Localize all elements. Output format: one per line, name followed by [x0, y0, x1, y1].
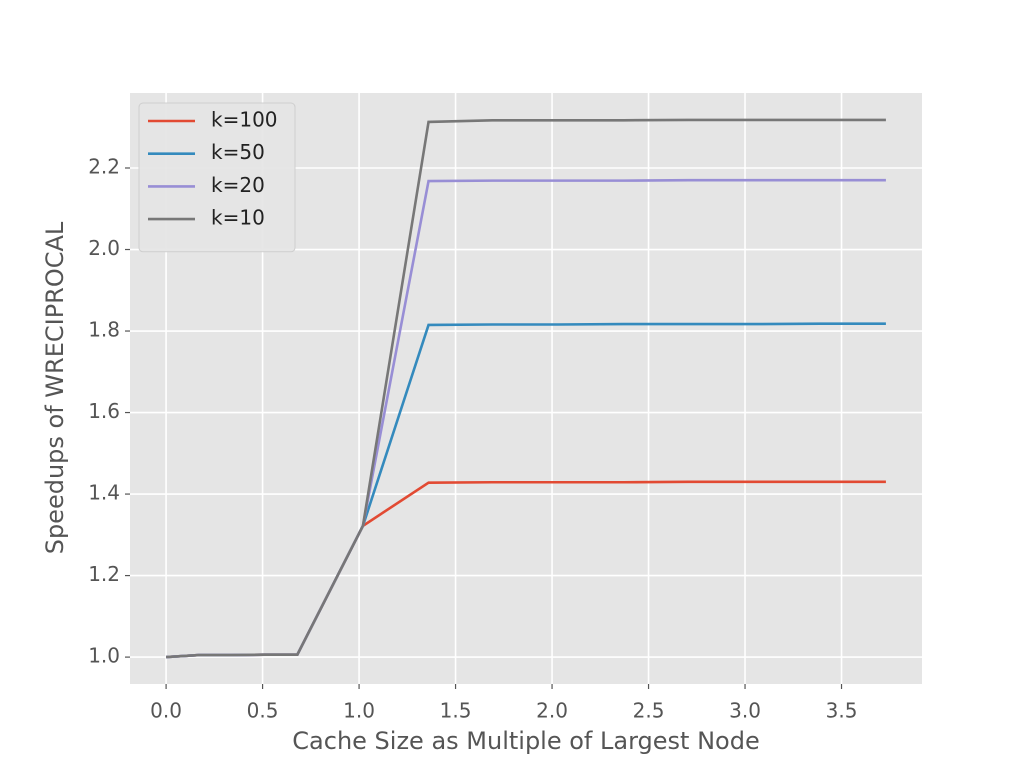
lines	[166, 118, 886, 659]
legend-label: k=10	[211, 206, 265, 230]
x-tick-label: 3.0	[729, 699, 761, 723]
y-tick-label: 1.0	[88, 644, 120, 668]
x-tick-label: 1.5	[440, 699, 472, 723]
x-tick-label: 2.5	[633, 699, 665, 723]
y-tick-label: 1.4	[88, 481, 120, 505]
legend-label: k=100	[211, 108, 278, 132]
legend-box	[138, 102, 296, 253]
y-tick-label: 1.2	[88, 562, 120, 586]
y-tick-label: 2.2	[88, 154, 120, 178]
x-axis-label: Cache Size as Multiple of Largest Node	[292, 727, 759, 755]
x-tick-label: 0.0	[150, 699, 182, 723]
grid	[130, 93, 922, 684]
x-tick-label: 3.5	[826, 699, 858, 723]
line-series	[166, 118, 886, 659]
legend: k=100 k=50 k=20 k=10	[138, 102, 296, 253]
x-tick-label: 0.5	[247, 699, 279, 723]
y-tick-label: 1.8	[88, 318, 120, 342]
x-tick-label: 2.0	[536, 699, 568, 723]
y-axis-label: Speedups of WRECIPROCAL	[41, 221, 69, 554]
x-tick-label: 1.0	[343, 699, 375, 723]
legend-label: k=20	[211, 173, 265, 197]
y-tick-label: 1.6	[88, 399, 120, 423]
y-tick-label: 2.0	[88, 236, 120, 260]
legend-label: k=50	[211, 140, 265, 164]
ticks: 0.0 0.5 1.0 1.5 2.0 2.5 3.0 3.5 1.0 1.2 1.4 1.6 1.8 2…	[88, 154, 857, 722]
